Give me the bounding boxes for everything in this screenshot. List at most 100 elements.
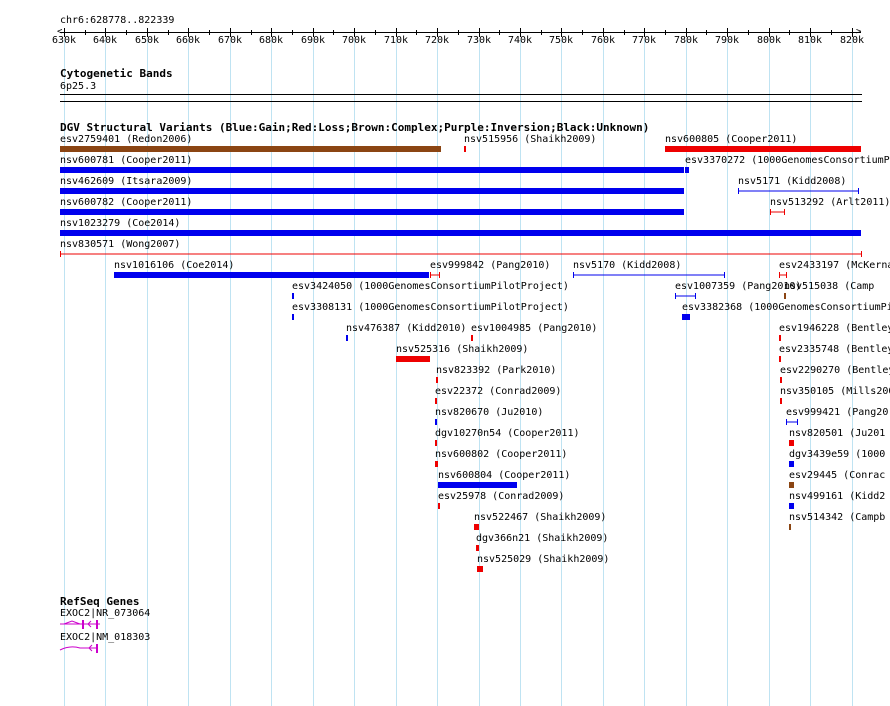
variant-label[interactable]: nsv514342 (Campb	[789, 512, 886, 523]
variant-label[interactable]: esv2433197 (McKerna	[779, 260, 890, 271]
variant-bar[interactable]	[438, 482, 517, 488]
variant-bracket[interactable]	[779, 271, 788, 279]
variant-bar[interactable]	[789, 461, 794, 467]
variant-label[interactable]: nsv1016106 (Coe2014)	[114, 260, 235, 271]
variant-bracket[interactable]	[60, 250, 863, 258]
variant-label[interactable]: esv3424050 (1000GenomesConsortiumPilotPr…	[292, 281, 569, 292]
variant-bar[interactable]	[60, 209, 684, 215]
variant-label[interactable]: nsv476387 (Kidd2010)	[346, 323, 467, 334]
variant-label[interactable]: nsv600805 (Cooper2011)	[665, 134, 798, 145]
variant-bar[interactable]	[396, 356, 430, 362]
variant-label[interactable]: nsv1023279 (Coe2014)	[60, 218, 181, 229]
variant-label[interactable]: nsv525316 (Shaikh2009)	[396, 344, 529, 355]
gridline	[147, 40, 148, 706]
variant-label[interactable]: nsv515956 (Shaikh2009)	[464, 134, 597, 145]
variant-label[interactable]: nsv513292 (Arlt2011)	[770, 197, 890, 208]
gene-model-nm-018303[interactable]	[58, 642, 108, 656]
variant-bar[interactable]	[438, 503, 440, 509]
variant-label[interactable]: esv29445 (Conrac	[789, 470, 886, 481]
variant-bar[interactable]	[779, 335, 781, 341]
variant-label[interactable]: esv1946228 (Bentley	[779, 323, 890, 334]
variant-bar[interactable]	[789, 482, 794, 488]
variant-bar[interactable]	[474, 524, 479, 530]
variant-label[interactable]: nsv515038 (Camp	[784, 281, 875, 292]
gene-model-nr-073064[interactable]	[58, 618, 108, 632]
scale-tick	[313, 28, 314, 37]
variant-label[interactable]: esv3382368 (1000GenomesConsortiumPi	[682, 302, 890, 313]
scale-tick-label: 710k	[383, 35, 409, 46]
variant-bar[interactable]	[789, 503, 794, 509]
variant-label[interactable]: esv2290270 (Bentley	[780, 365, 890, 376]
scale-minor-tick	[416, 30, 417, 35]
variant-bar[interactable]	[60, 167, 684, 173]
variant-bar[interactable]	[780, 398, 782, 404]
variant-bracket[interactable]	[573, 271, 726, 279]
variant-label[interactable]: nsv600782 (Cooper2011)	[60, 197, 193, 208]
variant-bar[interactable]	[60, 146, 441, 152]
variant-label[interactable]: esv999842 (Pang2010)	[430, 260, 551, 271]
variant-label[interactable]: nsv600781 (Cooper2011)	[60, 155, 193, 166]
variant-bar[interactable]	[292, 314, 294, 320]
variant-bracket[interactable]	[786, 418, 799, 426]
variant-bar[interactable]	[471, 335, 473, 341]
variant-bar[interactable]	[685, 167, 689, 173]
variant-bar[interactable]	[346, 335, 348, 341]
variant-label[interactable]: nsv600804 (Cooper2011)	[438, 470, 571, 481]
variant-bar[interactable]	[114, 272, 429, 278]
scale-tick-label: 750k	[548, 35, 574, 46]
variant-label[interactable]: dgv10270n54 (Cooper2011)	[435, 428, 580, 439]
variant-bracket[interactable]	[675, 292, 697, 300]
variant-bar[interactable]	[60, 230, 861, 236]
variant-bar[interactable]	[292, 293, 294, 299]
variant-bar[interactable]	[682, 314, 690, 320]
variant-label[interactable]: nsv600802 (Cooper2011)	[435, 449, 568, 460]
variant-label[interactable]: nsv522467 (Shaikh2009)	[474, 512, 607, 523]
variant-label[interactable]: nsv499161 (Kidd2	[789, 491, 886, 502]
variant-bar[interactable]	[784, 293, 786, 299]
variant-bar[interactable]	[464, 146, 466, 152]
variant-label[interactable]: nsv462609 (Itsara2009)	[60, 176, 193, 187]
variant-label[interactable]: nsv350105 (Mills200	[780, 386, 890, 397]
variant-label[interactable]: esv2759401 (Redon2006)	[60, 134, 193, 145]
variant-bar[interactable]	[789, 524, 791, 530]
gridline	[686, 40, 687, 706]
variant-bar[interactable]	[435, 398, 437, 404]
variant-bar[interactable]	[435, 440, 437, 446]
variant-bar[interactable]	[665, 146, 861, 152]
variant-bar[interactable]	[789, 440, 794, 446]
variant-bracket[interactable]	[430, 271, 441, 279]
variant-bar[interactable]	[435, 461, 438, 467]
variant-bar[interactable]	[435, 419, 437, 425]
variant-label[interactable]: esv3370272 (1000GenomesConsortiumPi	[685, 155, 890, 166]
variant-label[interactable]: esv1007359 (Pang2010)	[675, 281, 802, 292]
variant-label[interactable]: dgv3439e59 (1000	[789, 449, 886, 460]
variant-label[interactable]: nsv830571 (Wong2007)	[60, 239, 181, 250]
variant-bar[interactable]	[477, 566, 483, 572]
gene-label[interactable]: EXOC2|NM_018303	[60, 632, 151, 643]
variant-label[interactable]: esv22372 (Conrad2009)	[435, 386, 562, 397]
variant-label[interactable]: nsv525029 (Shaikh2009)	[477, 554, 610, 565]
variant-bar[interactable]	[60, 188, 684, 194]
variant-label[interactable]: esv25978 (Conrad2009)	[438, 491, 565, 502]
variant-label[interactable]: nsv823392 (Park2010)	[436, 365, 557, 376]
variant-label[interactable]: esv2335748 (Bentley	[779, 344, 890, 355]
variant-label[interactable]: nsv5171 (Kidd2008)	[738, 176, 847, 187]
gridline	[313, 40, 314, 706]
variant-bracket[interactable]	[770, 208, 786, 216]
variant-label[interactable]: nsv820670 (Ju2010)	[435, 407, 544, 418]
variant-label[interactable]: nsv5170 (Kidd2008)	[573, 260, 682, 271]
variant-label[interactable]: esv3308131 (1000GenomesConsortiumPilotPr…	[292, 302, 569, 313]
chromosome-position-label: chr6:628778..822339	[60, 15, 175, 26]
variant-bar[interactable]	[476, 545, 479, 551]
variant-label[interactable]: dgv366n21 (Shaikh2009)	[476, 533, 609, 544]
variant-label[interactable]: esv1004985 (Pang2010)	[471, 323, 598, 334]
scale-minor-tick	[706, 30, 707, 35]
scale-tick-label: 670k	[217, 35, 243, 46]
variant-bar[interactable]	[780, 377, 782, 383]
variant-bar[interactable]	[779, 356, 781, 362]
variant-label[interactable]: esv999421 (Pang20	[786, 407, 889, 418]
variant-bar[interactable]	[436, 377, 438, 383]
variant-label[interactable]: nsv820501 (Ju201	[789, 428, 886, 439]
gene-label[interactable]: EXOC2|NR_073064	[60, 608, 151, 619]
variant-bracket[interactable]	[738, 187, 860, 195]
